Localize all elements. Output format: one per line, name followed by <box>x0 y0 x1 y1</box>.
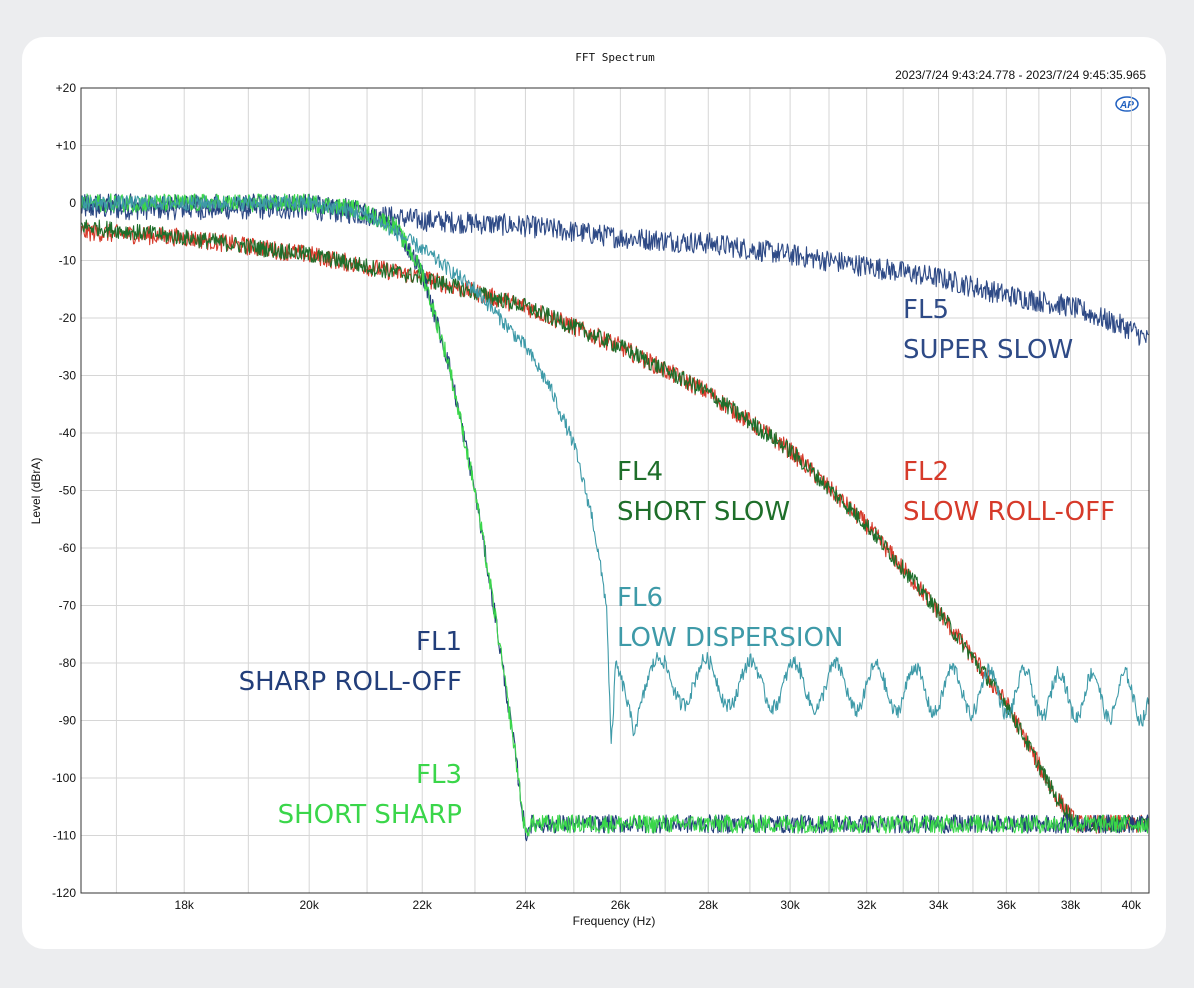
y-tick-labels: +20 +10 0 -10 -20 -30 -40 -50 -60 -70 -80 -90 -100 -1… <box>52 81 76 900</box>
fft-chart: FFT Spectrum 2023/7/24 9:43:24.778 - 202… <box>29 51 1150 928</box>
annotation-label: SHORT SHARP <box>278 800 462 830</box>
ap-logo-icon: AP <box>1115 96 1139 112</box>
y-tick-label: -100 <box>52 771 76 785</box>
x-tick-label: 34k <box>929 898 949 912</box>
annotation-code: FL3 <box>416 760 462 790</box>
timestamp-range: 2023/7/24 9:43:24.778 - 2023/7/24 9:45:3… <box>895 68 1146 82</box>
trace-fl4-short-slow <box>80 219 1150 833</box>
x-tick-label: 22k <box>413 898 433 912</box>
x-tick-label: 38k <box>1061 898 1081 912</box>
y-tick-label: +10 <box>56 139 77 153</box>
x-tick-label: 20k <box>299 898 319 912</box>
x-tick-label: 36k <box>997 898 1017 912</box>
annotation-label: LOW DISPERSION <box>617 623 843 653</box>
y-tick-label: -10 <box>59 254 77 268</box>
plot-frame <box>80 87 1150 894</box>
y-tick-label: -110 <box>53 829 76 843</box>
x-tick-label: 24k <box>516 898 536 912</box>
y-tick-label: -120 <box>52 886 76 900</box>
chart-card: FFT Spectrum 2023/7/24 9:43:24.778 - 202… <box>22 37 1166 949</box>
x-tick-label: 26k <box>611 898 631 912</box>
y-tick-label: -60 <box>59 541 77 555</box>
spectrum-traces <box>80 193 1150 842</box>
annotation-code: FL6 <box>617 583 663 613</box>
trace-fl5-super-slow <box>80 197 1150 346</box>
y-tick-label: -80 <box>59 656 77 670</box>
trace-fl3-short-sharp <box>80 193 1150 837</box>
y-tick-label: -90 <box>59 714 77 728</box>
y-tick-label: -20 <box>59 311 77 325</box>
x-tick-label: 32k <box>857 898 877 912</box>
annotation-label: SHARP ROLL-OFF <box>239 667 462 697</box>
x-tick-label: 28k <box>699 898 719 912</box>
x-tick-labels: 18k 20k 22k 24k 26k 28k 30k 32k 34k 36k 38k 40k <box>175 898 1142 912</box>
x-tick-label: 30k <box>780 898 800 912</box>
annotation-code: FL4 <box>617 457 663 487</box>
y-tick-label: -70 <box>59 599 77 613</box>
annotation-code: FL1 <box>416 627 462 657</box>
trace-fl6-low-dispersion <box>80 195 1150 745</box>
annotation-code: FL2 <box>903 457 949 487</box>
y-axis-label: Level (dBrA) <box>29 458 43 525</box>
x-axis-label: Frequency (Hz) <box>573 914 656 928</box>
x-tick-label: 40k <box>1122 898 1142 912</box>
y-tick-label: +20 <box>56 81 77 95</box>
trace-fl2-slow-roll-off <box>80 222 1150 834</box>
annotation-code: FL5 <box>903 295 949 325</box>
annotation-label: SUPER SLOW <box>903 335 1073 365</box>
x-tick-label: 18k <box>175 898 195 912</box>
trace-annotations: FL5 SUPER SLOW FL4 SHORT SLOW FL2 SLOW ROLL-O… <box>239 295 1115 830</box>
ap-logo-text: AP <box>1119 100 1134 111</box>
y-tick-label: -50 <box>59 484 77 498</box>
y-tick-label: 0 <box>69 196 76 210</box>
chart-title: FFT Spectrum <box>575 51 655 64</box>
y-tick-label: -40 <box>59 426 77 440</box>
annotation-label: SLOW ROLL-OFF <box>903 497 1115 527</box>
y-tick-label: -30 <box>59 369 77 383</box>
annotation-label: SHORT SLOW <box>617 497 790 527</box>
